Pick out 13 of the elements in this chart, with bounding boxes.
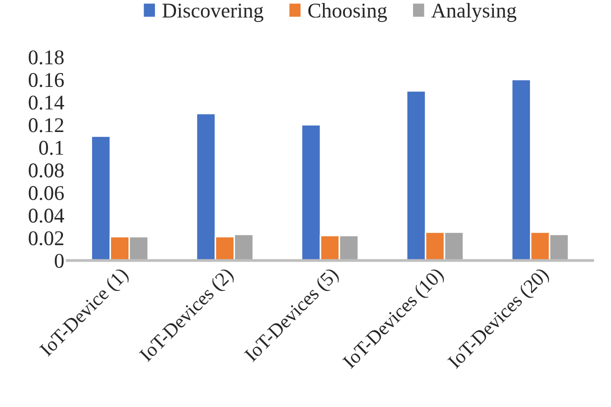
y-tick-label: 0.18 [28, 50, 64, 65]
legend-label: Discovering [162, 4, 264, 22]
y-tick-label: 0.1 [39, 140, 64, 155]
y-tick-label: 0.12 [28, 118, 64, 132]
y-tick-label: 0.04 [28, 208, 64, 223]
y-tick-label: 0.06 [28, 186, 64, 200]
legend-label: Analysing [431, 3, 516, 22]
y-tick-label: 0 [54, 254, 64, 268]
y-tick-label: 0.02 [28, 231, 64, 246]
y-tick-label: 0.08 [28, 163, 64, 178]
y-tick-label: 0.16 [28, 72, 64, 88]
y-tick-label: 0.14 [28, 96, 64, 110]
legend-label: Choosing [308, 3, 387, 22]
